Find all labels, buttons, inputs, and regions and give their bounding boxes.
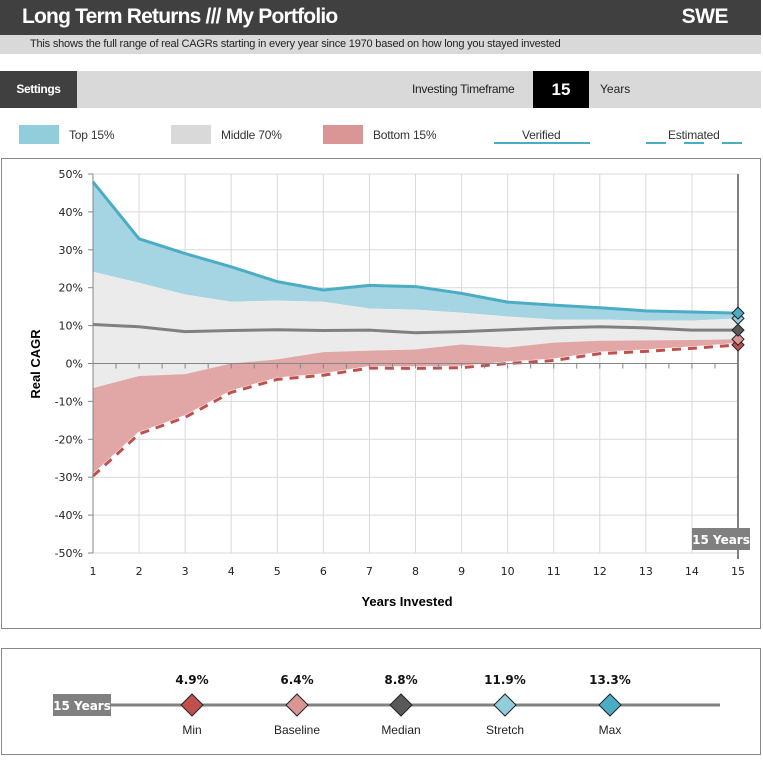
- y-tick-label: 30%: [59, 244, 83, 257]
- legend-line-estimated-dash: [722, 142, 742, 144]
- y-tick-label: -50%: [55, 547, 83, 560]
- summary-marker-median: [389, 693, 413, 717]
- y-tick-label: 50%: [59, 168, 83, 181]
- legend-swatch-middle: [171, 125, 211, 144]
- summary-marker-stretch: [493, 693, 517, 717]
- y-tick-label: 40%: [59, 206, 83, 219]
- chart-legend: Top 15% Middle 70% Bottom 15% Verified E…: [0, 120, 761, 150]
- summary-panel: [1, 648, 761, 755]
- cagr-chart: 50%40%30%20%10%0%-10%-20%-30%-40%-50%1 2 3…: [28, 168, 750, 609]
- title-bar: Long Term Returns /// My Portfolio SWE: [0, 0, 761, 35]
- summary-value-median: 8.8%: [384, 673, 417, 687]
- legend-label-verified: Verified: [522, 128, 561, 142]
- marker-baseline: [731, 332, 745, 346]
- description-text: This shows the full range of real CAGRs …: [30, 38, 561, 50]
- description-bar: This shows the full range of real CAGRs …: [0, 35, 761, 54]
- selected-year-badge: [692, 528, 750, 550]
- y-tick-label: 0%: [66, 358, 83, 371]
- x-tick-label: 10: [501, 565, 515, 578]
- legend-label-bottom: Bottom 15%: [373, 128, 437, 142]
- chart-frame: [1, 158, 761, 629]
- legend-label-middle: Middle 70%: [221, 128, 282, 142]
- legend-swatch-top: [19, 125, 59, 144]
- y-axis-title: Real CAGR: [28, 329, 43, 399]
- legend-line-estimated-dash: [684, 142, 704, 144]
- summary-strip: 15 Years 4.9% Min 6.4% Baseline 8.8% Median 11…: [53, 673, 720, 737]
- series-line-min: [91, 343, 739, 478]
- page-title: Long Term Returns /// My Portfolio: [22, 5, 338, 28]
- marker-median: [731, 323, 745, 337]
- x-tick-label: 14: [685, 565, 699, 578]
- x-tick-label: 3: [182, 565, 189, 578]
- y-tick-label: 10%: [59, 320, 83, 333]
- x-tick-label: 7: [366, 565, 373, 578]
- x-tick-label: 9: [458, 565, 465, 578]
- summary-value-min: 4.9%: [175, 673, 208, 687]
- legend-label-top: Top 15%: [69, 128, 115, 142]
- x-tick-label: 8: [412, 565, 419, 578]
- area-middle-70: [93, 271, 738, 389]
- y-tick-label: -10%: [55, 395, 83, 408]
- chart-axes: [88, 173, 739, 559]
- y-tick-label: -20%: [55, 433, 83, 446]
- summary-name-min: Min: [182, 723, 201, 737]
- series-line-median: [92, 322, 738, 335]
- summary-year-badge: [53, 694, 111, 716]
- summary-marker-min: [180, 693, 204, 717]
- chart-markers: [731, 306, 745, 352]
- x-tick-label: 2: [136, 565, 143, 578]
- summary-year-label: 15 Years: [53, 699, 111, 713]
- area-top-15: [93, 181, 738, 321]
- x-tick-label: 5: [274, 565, 281, 578]
- legend-swatch-bottom: [323, 125, 363, 144]
- summary-marker-baseline: [285, 693, 309, 717]
- settings-bar: Settings Investing Timeframe 15 Years: [0, 71, 761, 108]
- summary-marker-max: [598, 693, 622, 717]
- x-tick-label: 13: [639, 565, 653, 578]
- legend-label-estimated: Estimated: [668, 128, 720, 142]
- summary-name-baseline: Baseline: [274, 723, 320, 737]
- series-line-max: [91, 181, 739, 315]
- settings-button[interactable]: Settings: [0, 71, 77, 108]
- summary-name-max: Max: [599, 723, 622, 737]
- chart-tick-labels: 50%40%30%20%10%0%-10%-20%-30%-40%-50%1 2 3…: [55, 168, 745, 578]
- x-tick-label: 12: [593, 565, 607, 578]
- timeframe-label: Investing Timeframe: [412, 82, 515, 96]
- summary-value-baseline: 6.4%: [280, 673, 313, 687]
- x-tick-label: 4: [228, 565, 235, 578]
- x-tick-label: 1: [90, 565, 97, 578]
- legend-line-verified: [494, 142, 590, 144]
- summary-name-median: Median: [381, 723, 420, 737]
- x-tick-label: 11: [547, 565, 561, 578]
- area-bottom-15: [93, 339, 738, 477]
- x-tick-label: 6: [320, 565, 327, 578]
- y-tick-label: 20%: [59, 282, 83, 295]
- timeframe-unit: Years: [600, 82, 631, 96]
- summary-value-stretch: 11.9%: [484, 673, 526, 687]
- x-tick-label: 15: [731, 565, 745, 578]
- region-label: SWE: [681, 5, 729, 28]
- y-tick-label: -40%: [55, 509, 83, 522]
- y-tick-label: -30%: [55, 471, 83, 484]
- selected-year-label: 15 Years: [692, 533, 750, 547]
- summary-name-stretch: Stretch: [486, 723, 524, 737]
- marker-max: [731, 306, 745, 320]
- chart-areas: [93, 181, 738, 477]
- timeframe-input[interactable]: 15: [533, 71, 589, 108]
- legend-line-estimated-dash: [646, 142, 666, 144]
- summary-value-max: 13.3%: [589, 673, 631, 687]
- x-axis-title: Years Invested: [361, 594, 452, 609]
